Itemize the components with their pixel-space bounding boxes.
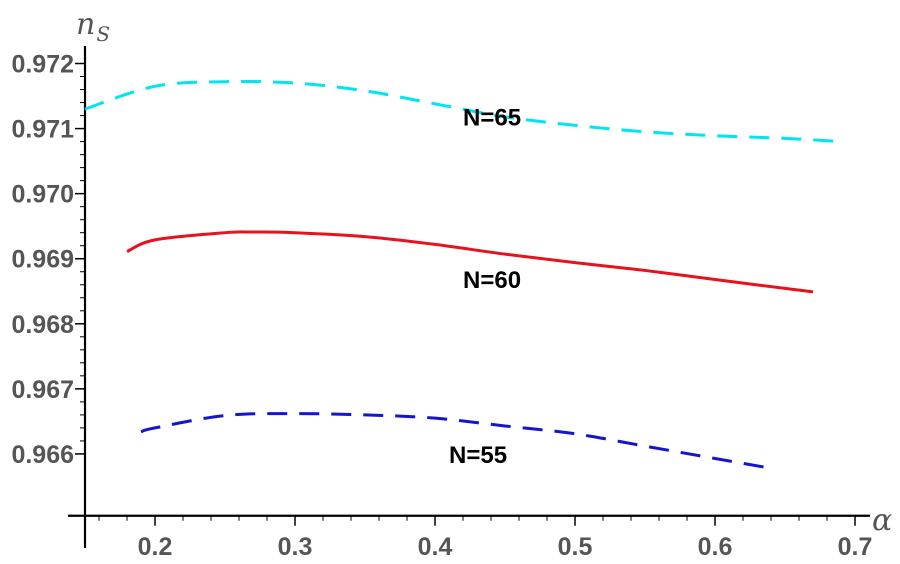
x-tick-label: 0.4	[418, 533, 453, 561]
y-tick-label: 0.972	[11, 51, 74, 79]
x-axis-title: α	[872, 503, 892, 538]
series-layer	[84, 79, 842, 470]
labels: N=65 N=60 N=55	[449, 104, 521, 469]
y-tick-label: 0.966	[11, 441, 74, 469]
y-axis-title: nS	[76, 7, 110, 46]
y-tick-label: 0.967	[11, 376, 74, 404]
series-line-n-60	[126, 230, 814, 294]
y-tick-label: 0.969	[11, 246, 74, 274]
series-label-n-60: N=60	[463, 267, 521, 294]
series-label-n-65: N=65	[463, 104, 521, 131]
x-tick-label: 0.3	[278, 533, 313, 561]
axes: 0.2 0.3 0.4 0.5 0.6 0.7 0.966 0.967 0.968 0.969 0.…	[11, 7, 892, 561]
series-line-n-55	[140, 412, 772, 470]
y-tick-label: 0.971	[11, 116, 74, 144]
x-tick-label: 0.7	[838, 533, 873, 561]
series-line-n-65	[84, 79, 842, 144]
y-tick-label: 0.970	[11, 181, 74, 209]
series-label-n-55: N=55	[449, 442, 507, 469]
y-tick-label: 0.968	[11, 311, 74, 339]
x-tick-label: 0.5	[558, 533, 593, 561]
x-tick-label: 0.2	[138, 533, 173, 561]
x-tick-label: 0.6	[698, 533, 733, 561]
y-axis-title-subscript: S	[96, 22, 110, 46]
